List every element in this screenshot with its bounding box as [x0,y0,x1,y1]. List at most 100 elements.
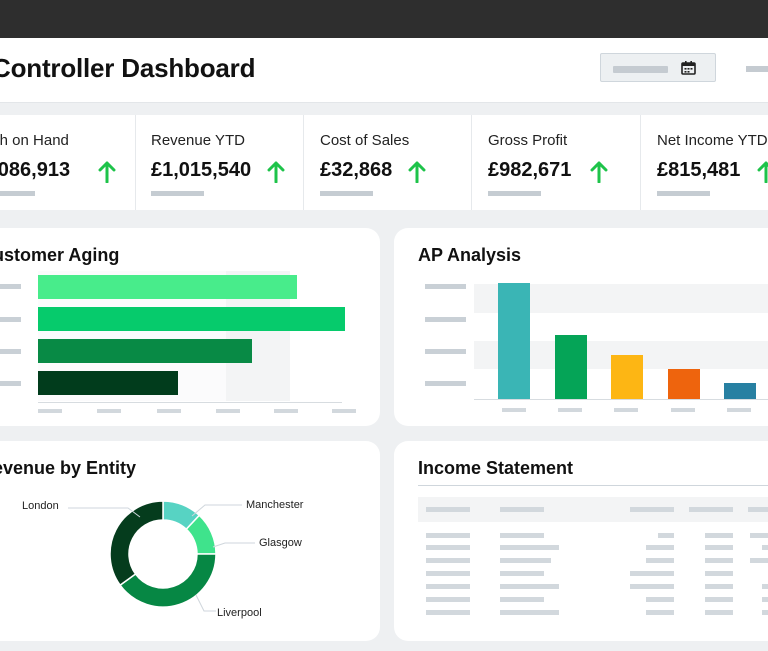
ap-bar [498,283,530,399]
cell-placeholder [500,533,544,538]
leader-line-london [68,507,141,518]
cell-placeholder [426,610,470,615]
cell-placeholder [500,610,559,615]
kpi-placeholder-bar [657,191,710,196]
cell-placeholder [750,558,768,563]
kpi-cash-on-hand: Cash on Hand £5,086,913 [0,115,135,210]
cell-placeholder [705,571,733,576]
header-placeholder [748,507,768,512]
revenue-by-entity-card: Revenue by Entity London Manchester Glas… [0,441,380,641]
x-axis-line [38,402,342,403]
cell-placeholder [426,571,470,576]
cell-placeholder [762,584,768,589]
cell-placeholder [500,571,544,576]
card-title: AP Analysis [418,245,522,265]
label-manchester: Manchester [246,499,304,511]
kpi-gross-profit: Gross Profit £982,671 [471,115,641,210]
ap-bar [554,335,587,399]
cell-placeholder [500,558,551,563]
arrow-up-icon [98,161,116,183]
x-axis-line [474,399,768,400]
aging-bar [38,275,297,299]
x-tick-placeholder [558,408,582,412]
page-title: Controller Dashboard [0,53,256,83]
cell-placeholder [630,584,674,589]
cell-placeholder [705,533,733,538]
title-divider [418,485,768,486]
date-picker[interactable] [600,53,716,82]
table-header [418,497,768,522]
y-axis-placeholder [0,349,21,354]
y-axis-placeholder [425,381,466,386]
cell-placeholder [426,597,470,602]
arrow-up-icon [267,161,285,183]
label-liverpool: Liverpool [217,607,262,619]
x-tick-placeholder [38,409,62,413]
y-axis-placeholder [0,284,21,289]
y-axis-placeholder [0,381,21,386]
arrow-up-icon [757,161,768,183]
header-placeholder [630,507,674,512]
cell-placeholder [646,558,674,563]
y-axis-placeholder [425,349,466,354]
cell-placeholder [426,533,470,538]
leader-line-liverpool [195,594,216,612]
aging-bar [38,339,253,363]
x-tick-placeholder [274,409,298,413]
calendar-icon[interactable] [681,61,696,75]
cell-placeholder [426,558,470,563]
kpi-label: Revenue YTD [151,132,245,149]
card-title: Customer Aging [0,245,120,265]
cell-placeholder [750,533,768,538]
aging-bar [38,307,345,331]
leader-line-glasgow [212,542,255,548]
customer-aging-card: Customer Aging [0,228,380,426]
kpi-placeholder-bar [320,191,373,196]
label-glasgow: Glasgow [259,537,302,549]
cell-placeholder [705,610,733,615]
kpi-label: Cash on Hand [0,132,69,149]
cell-placeholder [426,584,470,589]
kpi-strip: Cash on Hand £5,086,913 Revenue YTD £1,0… [0,115,768,210]
cell-placeholder [500,545,559,550]
kpi-value: £32,868 [320,159,393,181]
x-tick-placeholder [727,408,751,412]
cell-placeholder [762,597,768,602]
x-tick-placeholder [614,408,638,412]
ap-bar [667,368,700,399]
kpi-value: £815,481 [657,159,741,181]
header-placeholder [426,507,470,512]
cell-placeholder [500,597,544,602]
kpi-value: £982,671 [488,159,572,181]
kpi-cost-of-sales: Cost of Sales £32,868 [303,115,472,210]
cell-placeholder [705,584,733,589]
revenue-donut-chart [68,500,255,612]
kpi-placeholder-bar [0,191,35,196]
cell-placeholder [646,597,674,602]
date-placeholder [613,66,668,73]
ap-bar [724,382,756,399]
label-london: London [22,500,59,512]
kpi-value: £1,015,540 [151,159,252,181]
kpi-placeholder-bar [151,191,204,196]
cell-placeholder [705,545,733,550]
kpi-label: Net Income YTD [657,132,768,149]
top-bar [0,0,768,38]
cell-placeholder [705,558,733,563]
header-placeholder [689,507,733,512]
kpi-label: Cost of Sales [320,132,410,149]
cell-placeholder [762,610,768,615]
y-axis-placeholder [0,317,21,322]
card-title: Revenue by Entity [0,458,137,478]
kpi-label: Gross Profit [488,132,568,149]
aging-bar [38,371,179,395]
cell-placeholder [646,545,674,550]
x-tick-placeholder [157,409,181,413]
arrow-up-icon [590,161,608,183]
kpi-revenue-ytd: Revenue YTD £1,015,540 [135,115,304,210]
cell-placeholder [630,571,674,576]
x-tick-placeholder [97,409,121,413]
kpi-value: £5,086,913 [0,159,71,181]
ap-bar [611,354,643,399]
x-tick-placeholder [216,409,240,413]
